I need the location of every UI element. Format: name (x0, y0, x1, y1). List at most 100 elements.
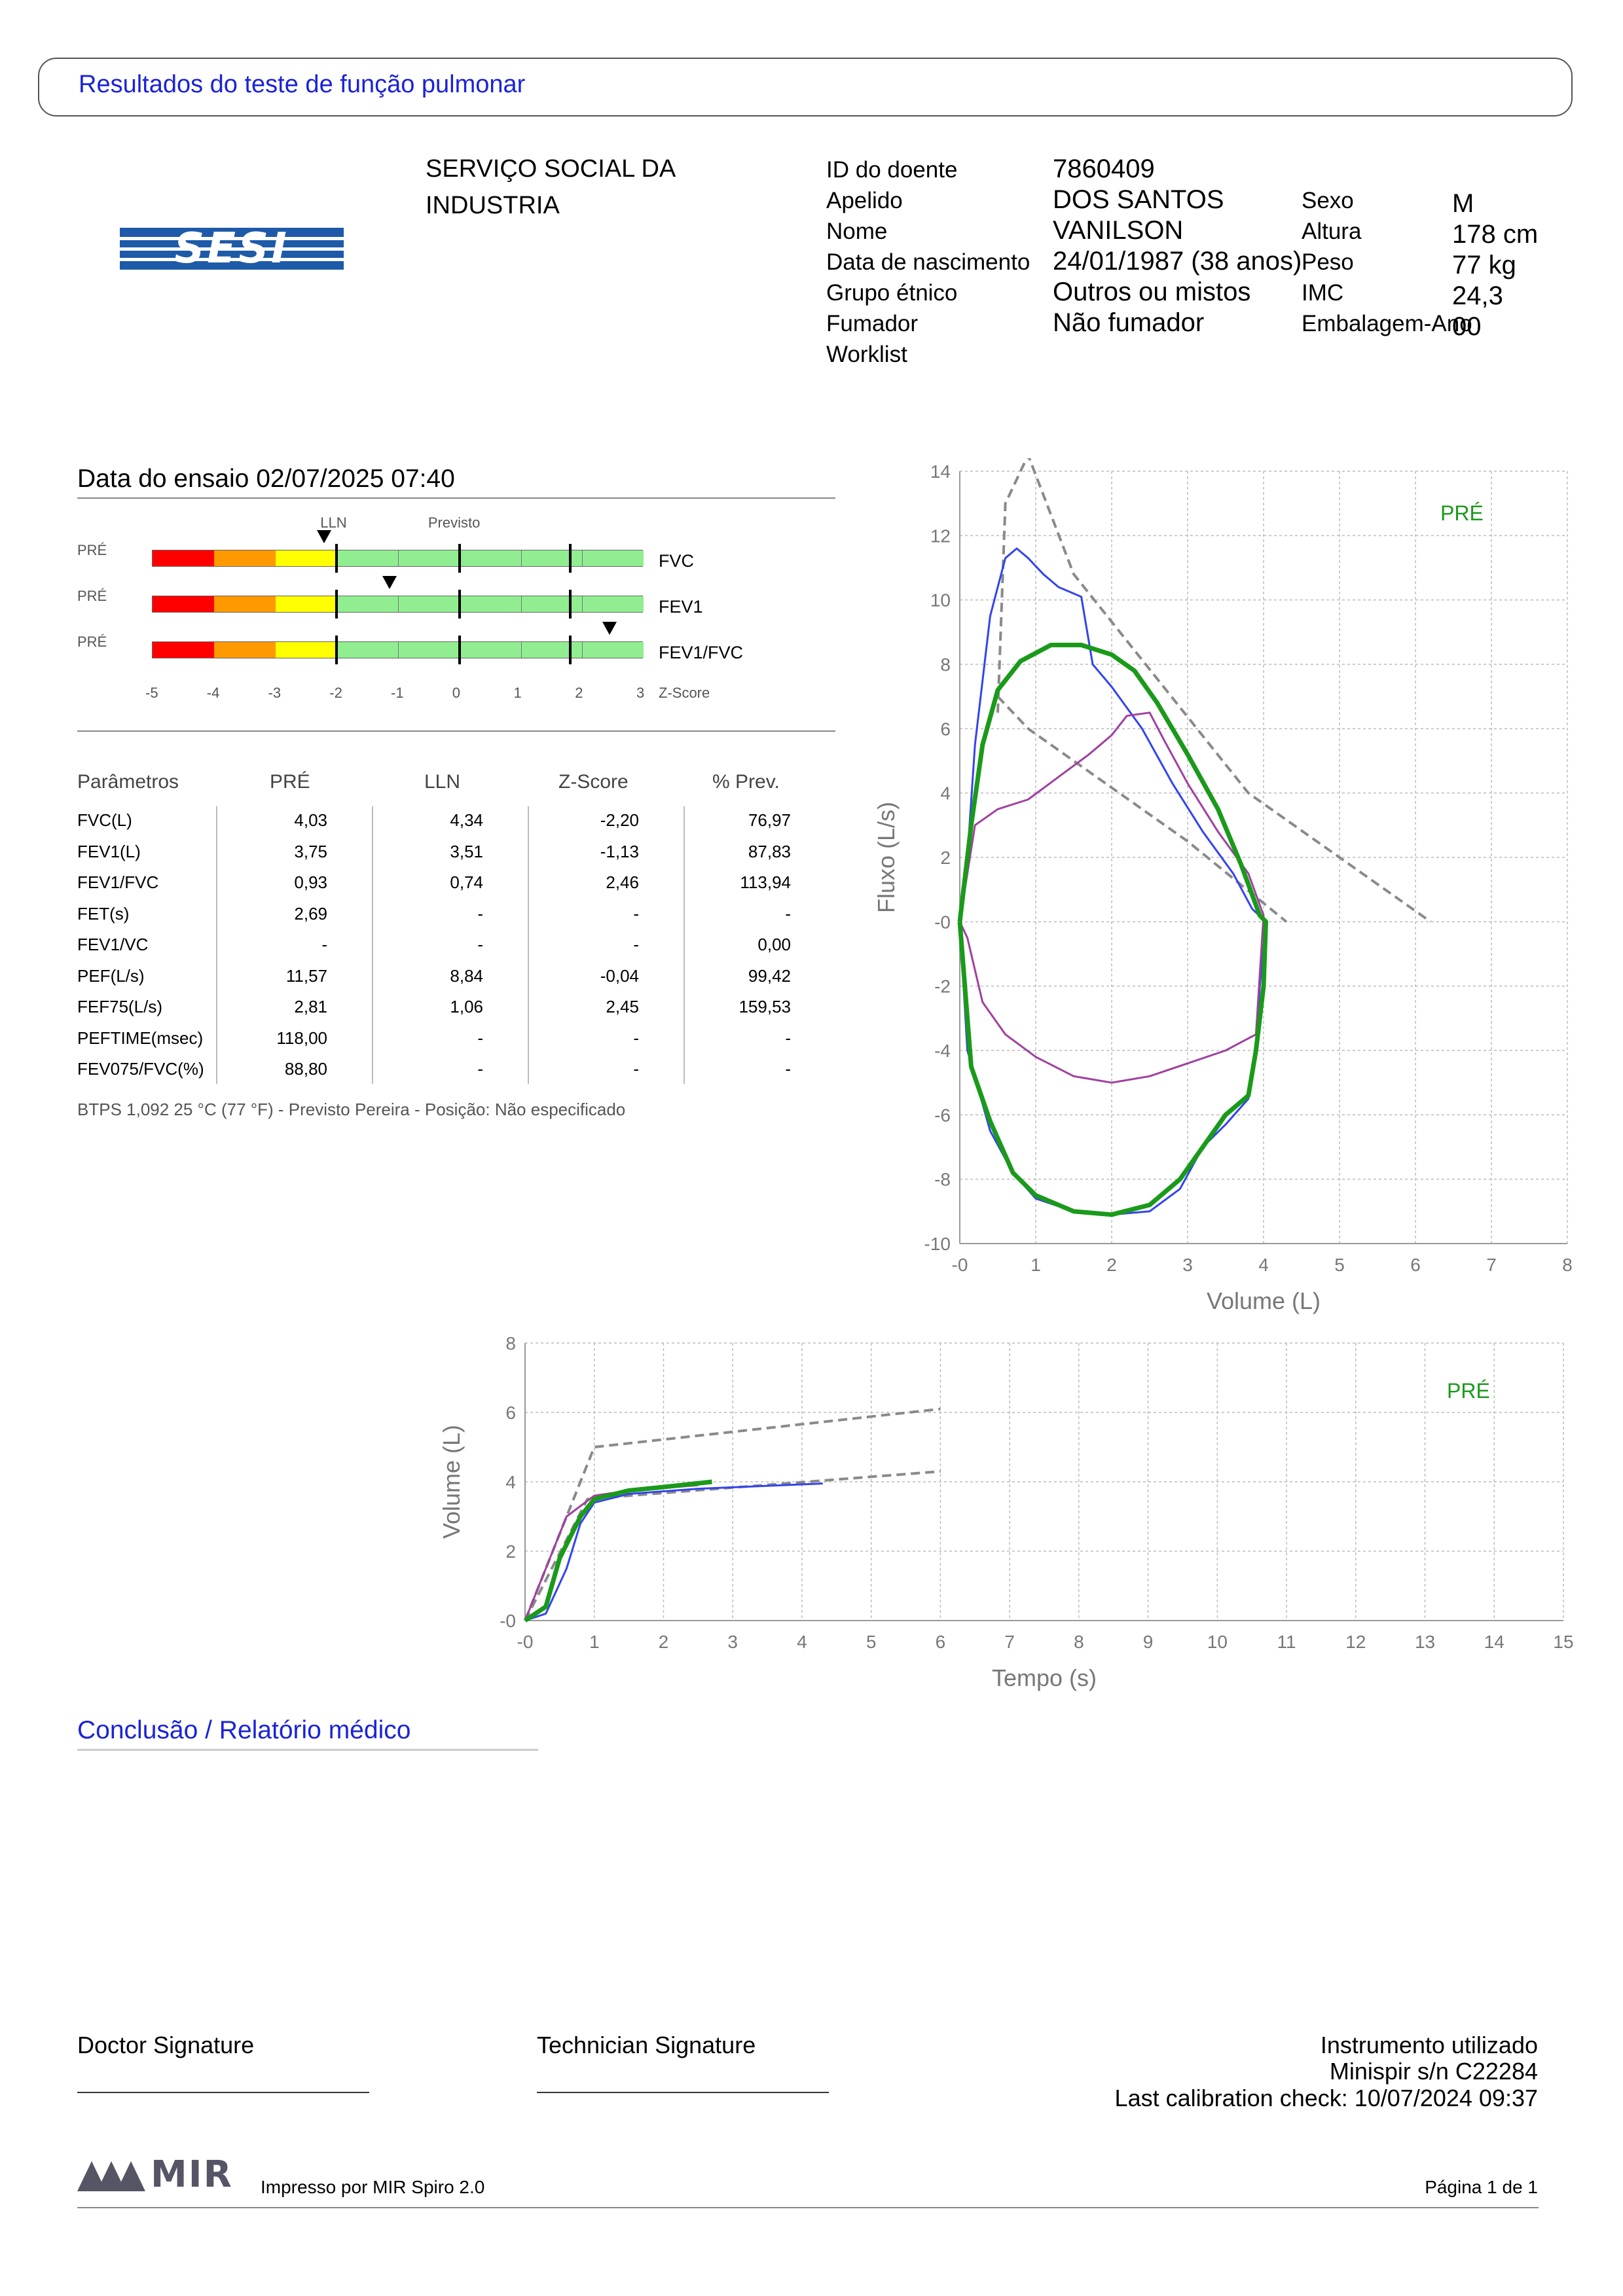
zscore-bar-tick (520, 550, 522, 566)
doctor-signature-line (77, 2092, 369, 2093)
zscore-axis-tick: -2 (329, 685, 342, 701)
table-cell-value: -2,20 (600, 810, 639, 830)
patient-field-label: Nome (826, 219, 888, 244)
zscore-row-param: FEV1/FVC (659, 643, 744, 662)
y-tick-label: 14 (930, 461, 951, 482)
patient-side-value: 77 kg (1452, 251, 1516, 279)
table-row: FEV1(L) 3,75 3,51 -1,13 87,83 (0, 842, 825, 868)
table-cell-value: 4,34 (450, 810, 483, 830)
zscore-bar-tick (398, 550, 399, 566)
patient-side-value: 178 cm (1452, 220, 1539, 249)
x-tick-label: 3 (1182, 1255, 1193, 1275)
table-cell-value: - (477, 903, 483, 924)
conclusion-title: Conclusão / Relatório médico (77, 1716, 411, 1744)
conclusion-underline (77, 1749, 538, 1751)
table-row: PEFTIME(msec) 118,00 - - - (0, 1028, 825, 1054)
zscore-bar-segment (275, 596, 337, 612)
zscore-bar-segment (337, 642, 644, 658)
zscore-marker-line (335, 544, 338, 573)
zscore-row-param: FEV1 (659, 597, 703, 617)
table-cell-value: 2,81 (294, 997, 327, 1016)
table-cell-param: FEV1/FVC (77, 872, 159, 892)
y-tick-label: 12 (930, 526, 951, 546)
zscore-bar-tick (398, 596, 399, 612)
y-tick-label: 8 (940, 655, 951, 675)
zscore-bar-segment (153, 550, 214, 566)
table-column-divider (528, 806, 529, 1084)
predicted-label: Previsto (428, 514, 481, 531)
x-tick-label: 7 (1004, 1632, 1015, 1652)
x-tick-label: 12 (1345, 1632, 1366, 1652)
table-header-cell: PRÉ (270, 771, 310, 793)
table-cell-value: 3,51 (450, 841, 483, 861)
patient-field-label: Data de nascimento (826, 249, 1030, 275)
table-cell-param: FEF75(L/s) (77, 997, 163, 1016)
table-cell-value: 159,53 (739, 997, 791, 1016)
x-tick-label: 5 (866, 1632, 877, 1652)
zscore-axis-tick: -4 (206, 685, 220, 701)
x-tick-label: 2 (659, 1632, 669, 1652)
y-tick-label: 4 (505, 1472, 516, 1492)
table-row: PEF(L/s) 11,57 8,84 -0,04 99,42 (0, 966, 825, 992)
zscore-marker-line (458, 590, 461, 619)
predicted-curve (996, 458, 1432, 923)
table-column-divider (372, 806, 373, 1084)
y-tick-label: -4 (934, 1041, 951, 1061)
zscore-row-tag: PRÉ (77, 634, 107, 650)
zscore-bar (152, 636, 644, 664)
measured-curve (958, 711, 1265, 1084)
measured-curve (524, 1479, 712, 1623)
table-cell-value: -0,04 (600, 965, 639, 986)
table-cell-value: 88,80 (284, 1059, 327, 1079)
x-tick-label: 3 (727, 1632, 738, 1652)
measured-curve (524, 1482, 823, 1622)
zscore-bar-tick (520, 642, 522, 658)
table-header-cell: Z-Score (558, 771, 629, 793)
patient-field-label: ID do doente (826, 157, 958, 183)
patient-side-label: IMC (1302, 280, 1344, 306)
date-divider (77, 497, 835, 499)
zscore-marker-line (335, 636, 338, 664)
patient-side-label: Embalagem-Ano (1302, 311, 1472, 336)
x-tick-label: 2 (1106, 1255, 1117, 1275)
patient-side-value: 24,3 (1452, 281, 1503, 310)
x-tick-label: 13 (1415, 1632, 1435, 1652)
predicted-curve (524, 1470, 941, 1621)
table-row: FEF75(L/s) 2,81 1,06 2,45 159,53 (0, 997, 825, 1023)
zscore-marker-line (568, 544, 572, 573)
calibration-date: Last calibration check: 10/07/2024 09:37 (1114, 2085, 1538, 2111)
mir-brand-text: MIR (151, 2153, 233, 2196)
table-cell-value: 1,06 (450, 997, 483, 1016)
table-cell-value: 4,03 (294, 810, 327, 830)
zscore-bar-segment (213, 550, 276, 566)
logo-stripe (120, 237, 344, 240)
table-cell-value: 11,57 (285, 965, 327, 986)
logo-stripe (120, 258, 344, 261)
instrument-model: Minispir s/n C22284 (1329, 2058, 1538, 2085)
zscore-pointer-icon (382, 576, 397, 589)
table-cell-value: - (477, 1028, 483, 1048)
zscore-bar-segment (213, 642, 276, 658)
x-tick-label: 4 (1258, 1255, 1269, 1275)
zscore-axis-tick: -3 (268, 685, 282, 701)
table-column-divider (684, 806, 685, 1084)
table-cell-param: FVC(L) (77, 810, 132, 830)
table-cell-value: 0,93 (294, 872, 327, 892)
organization-name: SERVIÇO SOCIAL DA INDUSTRIA (426, 155, 676, 219)
y-tick-label: 2 (940, 848, 951, 868)
y-tick-label: 6 (505, 1403, 516, 1423)
table-cell-value: - (633, 1028, 639, 1048)
y-tick-label: -8 (934, 1170, 951, 1190)
x-axis-title: Volume (L) (1207, 1287, 1321, 1314)
x-tick-label: 1 (1030, 1255, 1041, 1275)
patient-side-value: 00 (1452, 312, 1482, 341)
table-cell-value: 0,74 (450, 872, 483, 892)
y-axis-title: Fluxo (L/s) (873, 802, 900, 913)
table-cell-value: - (785, 1028, 791, 1048)
zscore-bar (152, 590, 644, 619)
x-tick-label: 6 (1410, 1255, 1421, 1275)
report-title: Resultados do teste de função pulmonar (79, 71, 526, 98)
flow-volume-chart: -0 1 2 3 4 5 6 7 8-10-8-6-4-2-02468101214Volume … (873, 458, 1573, 1314)
zscore-bar-tick (582, 596, 583, 612)
